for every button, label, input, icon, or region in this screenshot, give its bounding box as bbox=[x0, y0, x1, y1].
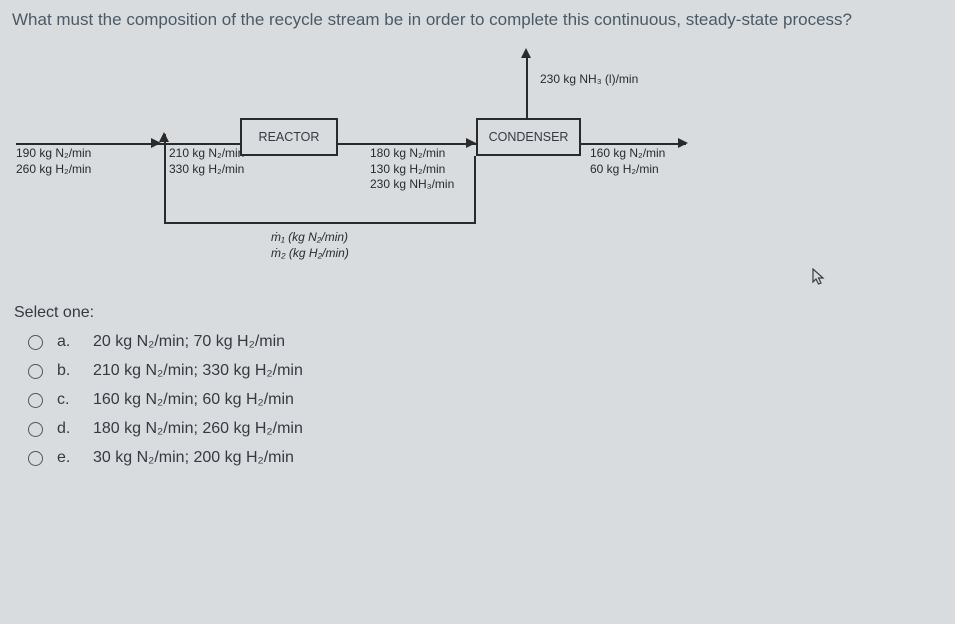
cursor-icon bbox=[812, 268, 826, 291]
option-text: 20 kg N₂/min; 70 kg H₂/min bbox=[93, 333, 285, 351]
radio-icon[interactable] bbox=[28, 335, 43, 350]
radio-icon[interactable] bbox=[28, 451, 43, 466]
option-c[interactable]: c. 160 kg N₂/min; 60 kg H₂/min bbox=[28, 391, 943, 409]
label-recycle: ṁ₁ (kg N₂/min) ṁ₂ (kg H₂/min) bbox=[271, 230, 349, 261]
condenser-box: CONDENSER bbox=[476, 118, 581, 156]
question-text: What must the composition of the recycle… bbox=[12, 10, 943, 30]
radio-icon[interactable] bbox=[28, 393, 43, 408]
radio-icon[interactable] bbox=[28, 422, 43, 437]
option-b[interactable]: b. 210 kg N₂/min; 330 kg H₂/min bbox=[28, 362, 943, 380]
option-e[interactable]: e. 30 kg N₂/min; 200 kg H₂/min bbox=[28, 449, 943, 467]
option-a[interactable]: a. 20 kg N₂/min; 70 kg H₂/min bbox=[28, 333, 943, 351]
option-text: 210 kg N₂/min; 330 kg H₂/min bbox=[93, 362, 303, 380]
label-reactor-out: 180 kg N₂/min 130 kg H₂/min 230 kg NH₃/m… bbox=[370, 146, 454, 193]
select-one-label: Select one: bbox=[14, 304, 943, 322]
label-reactor-in: 210 kg N₂/min 330 kg H₂/min bbox=[169, 146, 244, 177]
label-top-out: 230 kg NH₃ (l)/min bbox=[540, 72, 638, 88]
option-d[interactable]: d. 180 kg N₂/min; 260 kg H₂/min bbox=[28, 420, 943, 438]
reactor-box: REACTOR bbox=[240, 118, 338, 156]
process-diagram: 230 kg NH₃ (l)/min 190 kg N₂/min 260 kg … bbox=[16, 48, 756, 288]
option-text: 30 kg N₂/min; 200 kg H₂/min bbox=[93, 449, 294, 467]
radio-icon[interactable] bbox=[28, 364, 43, 379]
option-text: 160 kg N₂/min; 60 kg H₂/min bbox=[93, 391, 294, 409]
option-text: 180 kg N₂/min; 260 kg H₂/min bbox=[93, 420, 303, 438]
label-right-out: 160 kg N₂/min 60 kg H₂/min bbox=[590, 146, 665, 177]
label-feed: 190 kg N₂/min 260 kg H₂/min bbox=[16, 146, 91, 177]
answer-options: a. 20 kg N₂/min; 70 kg H₂/min b. 210 kg … bbox=[28, 333, 943, 467]
